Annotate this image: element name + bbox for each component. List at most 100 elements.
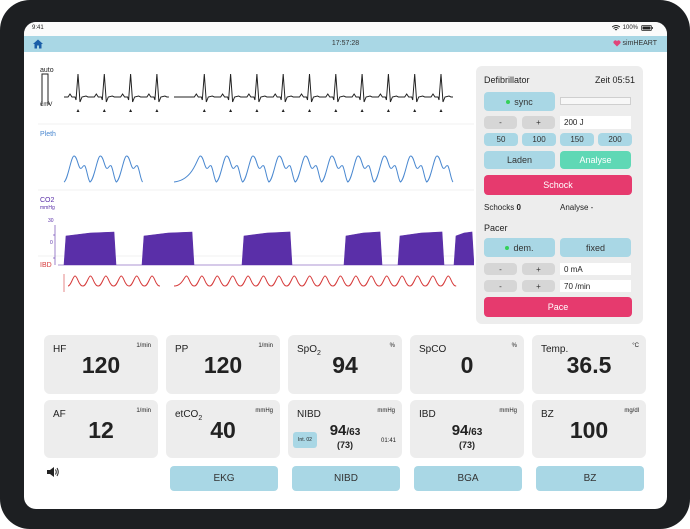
co2-label: CO2 [40, 197, 55, 204]
energy-value: 200 J [560, 116, 631, 129]
bz-button[interactable]: BZ [536, 466, 644, 491]
demand-label: dem. [513, 242, 534, 253]
status-bar: 9:41 100% [24, 22, 667, 36]
nibd-value: 94/63 [288, 422, 402, 439]
spo2-label-text: SpO [297, 344, 318, 355]
laden-button[interactable]: Laden [484, 151, 555, 169]
vital-tile-bz: BZ mg/dl 100 [532, 400, 646, 458]
brand: simHEART [612, 40, 657, 47]
rate-minus-button[interactable]: - [484, 280, 517, 292]
pp-label: PP [175, 344, 189, 355]
bz-value: 100 [569, 417, 609, 443]
temp-unit: °C [632, 343, 639, 349]
charge-progress-bar [560, 97, 631, 105]
bz-unit: mg/dl [624, 408, 639, 414]
pleth-label: Pleth [40, 131, 56, 138]
wifi-icon [611, 25, 620, 31]
screen: 9:41 100% 17:57:28 simHEART auto 1mV Ple… [24, 22, 667, 509]
etco2-label: etCO2 [175, 409, 202, 422]
pacer-demand-button[interactable]: dem. [484, 238, 555, 257]
brand-name: simHEART [622, 40, 657, 47]
schocks-count: 0 [516, 203, 521, 212]
bga-button[interactable]: BGA [414, 466, 522, 491]
ibd-label: IBD [40, 262, 52, 269]
status-time: 9:41 [32, 25, 44, 31]
defibrillator-panel: Defibrillator Zeit 05:51 sync - + 200 J … [476, 66, 643, 324]
ecg-beat-marker [255, 109, 259, 112]
ecg-beat-marker [155, 109, 159, 112]
hf-unit: 1/min [136, 343, 151, 349]
vital-tile-temp: Temp. °C 36.5 [532, 335, 646, 394]
nibd-label: NIBD [297, 409, 321, 420]
ecg-beat-marker [334, 109, 338, 112]
energy-plus-button[interactable]: + [522, 116, 555, 129]
battery-percent: 100% [622, 25, 638, 31]
ibd-mean: (73) [458, 440, 475, 450]
preset-50-button[interactable]: 50 [484, 133, 518, 146]
defib-time: Zeit 05:51 [594, 75, 635, 85]
ecg-beat-marker [129, 109, 133, 112]
nibd-unit: mmHg [377, 408, 395, 414]
ecg-beat-marker [360, 109, 364, 112]
status-indicators: 100% [611, 25, 653, 31]
ecg-label: auto [40, 67, 54, 74]
vital-tile-nibd: NIBD mmHg 94/63 (73) Int. 02 01:41 [288, 400, 402, 458]
preset-150-button[interactable]: 150 [560, 133, 594, 146]
nibd-mean: (73) [336, 440, 353, 450]
analyse-button[interactable]: Analyse [560, 151, 631, 169]
rate-plus-button[interactable]: + [522, 280, 555, 292]
schocks-label: Schocks [484, 203, 515, 212]
ecg-trace [64, 73, 453, 103]
home-icon[interactable] [32, 38, 44, 50]
preset-200-button[interactable]: 200 [598, 133, 632, 146]
bz-label: BZ [541, 409, 554, 420]
ekg-button[interactable]: EKG [170, 466, 278, 491]
hf-value: 120 [81, 352, 121, 378]
speaker-icon[interactable] [46, 466, 60, 478]
spo2-label: SpO2 [297, 344, 321, 357]
sync-label: sync [514, 96, 533, 107]
pace-button[interactable]: Pace [484, 297, 632, 317]
waveform-area: auto 1mV Pleth CO2 mmHg 30 0 IBD [34, 60, 475, 300]
pp-unit: 1/min [258, 343, 273, 349]
demand-active-dot [505, 245, 510, 250]
ecg-beat-marker [413, 109, 417, 112]
temp-label: Temp. [541, 344, 569, 355]
current-minus-button[interactable]: - [484, 263, 517, 275]
heart-icon [612, 40, 621, 47]
current-plus-button[interactable]: + [522, 263, 555, 275]
ibd-systolic: 94 [451, 422, 469, 439]
etco2-unit: mmHg [255, 408, 273, 414]
co2-trace [58, 231, 475, 266]
sync-button[interactable]: sync [484, 92, 555, 111]
pleth-trace [63, 155, 454, 183]
current-value: 0 mA [560, 263, 631, 275]
vital-tile-spo2: SpO2 % 94 [288, 335, 402, 394]
spo2-value: 94 [332, 352, 358, 378]
co2-tick-high: 30 [48, 218, 54, 224]
ecg-beat-marker [102, 109, 106, 112]
top-bar: 17:57:28 simHEART [24, 36, 667, 52]
temp-value: 36.5 [566, 352, 612, 378]
waveform-canvas [38, 73, 475, 292]
ibd-vital-label: IBD [419, 409, 436, 420]
ecg-scale-label: 1mV [40, 102, 53, 108]
schock-button[interactable]: Schock [484, 175, 632, 195]
co2-tick-low: 0 [50, 240, 53, 246]
vital-tile-ibd: IBD mmHg 94/63 (73) [410, 400, 524, 458]
ecg-beat-marker [386, 109, 390, 112]
preset-100-button[interactable]: 100 [522, 133, 556, 146]
ibd-diastolic: /63 [468, 427, 483, 438]
pacer-fixed-button[interactable]: fixed [560, 238, 631, 257]
clock: 17:57:28 [331, 40, 360, 47]
vital-tile-af: AF 1/min 12 [44, 400, 158, 458]
pp-value: 120 [203, 352, 243, 378]
ibd-trace [67, 275, 457, 287]
vital-tile-hf: HF 1/min 120 [44, 335, 158, 394]
nibd-button[interactable]: NIBD [292, 466, 400, 491]
ecg-beat-marker [308, 109, 311, 112]
spo2-unit: % [389, 343, 395, 349]
nibd-interval-button[interactable]: Int. 02 [293, 432, 317, 448]
energy-minus-button[interactable]: - [484, 116, 517, 129]
af-unit: 1/min [136, 408, 151, 414]
